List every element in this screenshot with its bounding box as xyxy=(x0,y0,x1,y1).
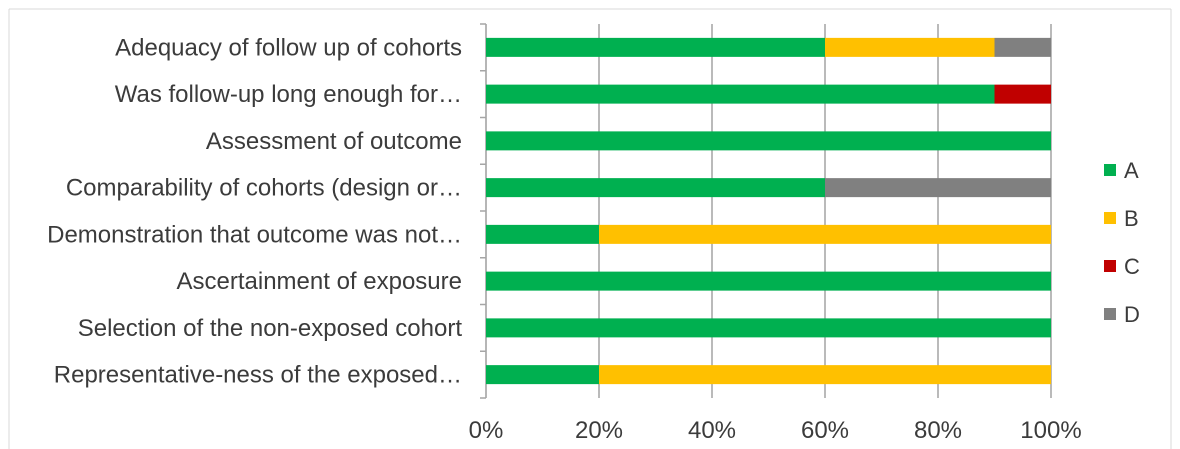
bar-segment-c xyxy=(994,84,1051,104)
category-label: Demonstration that outcome was not… xyxy=(47,221,462,248)
legend-swatch-d xyxy=(1104,308,1116,320)
bar-segment-a xyxy=(486,84,995,104)
legend-swatch-a xyxy=(1104,164,1116,176)
x-tick-label: 40% xyxy=(688,417,736,444)
bar-segment-a xyxy=(486,178,825,198)
legend-label-c: C xyxy=(1124,254,1140,279)
category-label: Adequacy of follow up of cohorts xyxy=(115,34,462,61)
legend-label-a: A xyxy=(1124,158,1139,183)
legend-swatch-b xyxy=(1104,212,1116,224)
x-tick-label: 20% xyxy=(575,417,623,444)
x-tick-label: 60% xyxy=(801,417,849,444)
legend-label-b: B xyxy=(1124,206,1139,231)
category-label: Selection of the non-exposed cohort xyxy=(78,315,463,342)
legend-swatch-c xyxy=(1104,260,1116,272)
category-label: Representative-ness of the exposed… xyxy=(54,362,462,389)
bar-segment-a xyxy=(486,131,1051,151)
bar-segment-a xyxy=(486,271,1051,291)
category-label: Was follow-up long enough for… xyxy=(115,81,462,108)
category-label: Ascertainment of exposure xyxy=(177,268,462,295)
bar-segment-d xyxy=(994,37,1051,57)
bar-segment-b xyxy=(599,365,1051,385)
bar-segment-b xyxy=(599,224,1051,244)
category-label: Comparability of cohorts (design or… xyxy=(66,175,462,202)
bar-segment-a xyxy=(486,224,599,244)
bar-segment-b xyxy=(825,37,995,57)
bar-segment-d xyxy=(825,178,1051,198)
x-tick-label: 100% xyxy=(1020,417,1081,444)
category-label: Assessment of outcome xyxy=(206,128,462,155)
bar-segment-a xyxy=(486,37,825,57)
x-tick-label: 80% xyxy=(914,417,962,444)
bar-segment-a xyxy=(486,318,1051,338)
x-tick-label: 0% xyxy=(469,417,504,444)
legend-label-d: D xyxy=(1124,302,1140,327)
bar-segment-a xyxy=(486,365,599,385)
